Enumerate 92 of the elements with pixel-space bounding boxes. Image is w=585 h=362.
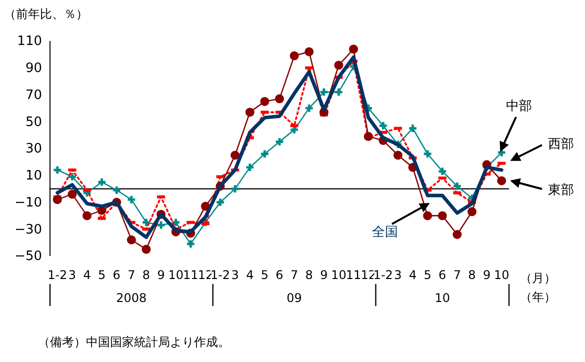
text: 全国 [372, 225, 398, 240]
text: 2008 [116, 291, 147, 305]
point [423, 211, 432, 220]
point [334, 60, 344, 70]
x-tick-label: 3 [394, 268, 402, 282]
point [409, 124, 416, 132]
point [142, 218, 150, 226]
x-tick-label: 10 [331, 268, 346, 282]
x-tick-label: 10 [494, 268, 510, 282]
point [379, 122, 387, 130]
x-tick-label: 6 [112, 268, 120, 282]
text: （備考）中国国家統計局より作成。 [38, 335, 230, 349]
x-tick-label: 8 [305, 268, 313, 282]
point [246, 164, 254, 171]
point [52, 195, 62, 204]
x-tick-label: 10 [168, 268, 184, 282]
point [305, 104, 313, 112]
x-tick-label: 5 [424, 268, 432, 282]
point [142, 244, 151, 254]
point [304, 47, 314, 56]
y-tick-label: 30 [25, 142, 42, 157]
point [186, 240, 194, 248]
point [216, 198, 224, 206]
x-tick-label: 8 [142, 268, 150, 282]
point [54, 166, 62, 174]
point [260, 96, 270, 106]
point [467, 207, 476, 216]
x-tick-label: 6 [438, 268, 446, 282]
text: 10 [434, 291, 450, 305]
point [335, 88, 342, 96]
x-tick-label: 7 [128, 268, 136, 282]
point [454, 182, 461, 190]
x-tick-label: 9 [320, 268, 328, 282]
text: 西部 [548, 137, 574, 152]
point [364, 132, 373, 141]
x-tick-label: 9 [482, 268, 491, 282]
x-tick-label: 1-2 [373, 268, 393, 282]
point [438, 168, 446, 176]
text: （月） [520, 271, 556, 285]
x-tick-label: 1-2 [48, 268, 68, 282]
point [497, 176, 506, 186]
point [231, 185, 239, 192]
y-tick-label: 70 [25, 88, 42, 103]
point [452, 230, 462, 239]
x-tick-label: 4 [408, 268, 417, 282]
point [230, 150, 240, 160]
point [290, 126, 298, 134]
y-tick-label: 90 [25, 61, 42, 76]
x-tick-label: 7 [290, 268, 298, 282]
x-tick-label: 3 [68, 268, 76, 282]
x-tick-label: 9 [157, 268, 165, 282]
point [98, 178, 106, 186]
point [112, 186, 120, 194]
text: 東部 [548, 183, 574, 198]
point [393, 150, 402, 160]
x-tick-label: 11 [346, 268, 362, 282]
text: （年） [520, 290, 556, 304]
point [245, 108, 254, 117]
point [82, 211, 92, 220]
y-axis-title: （前年比、％） [4, 7, 88, 21]
point [275, 94, 284, 104]
point [68, 190, 77, 199]
point [68, 173, 76, 180]
x-tick-label: 3 [231, 268, 239, 282]
point [276, 138, 284, 146]
x-tick-label: 4 [246, 268, 254, 282]
x-tick-label: 5 [98, 268, 106, 282]
point [320, 88, 328, 96]
text: 09 [286, 291, 302, 305]
point [290, 51, 299, 60]
point [349, 44, 358, 54]
x-tick-label: 7 [453, 268, 461, 282]
point [261, 150, 268, 158]
point [438, 211, 447, 220]
y-tick-label: −10 [14, 195, 42, 210]
x-tick-label: 5 [260, 268, 269, 282]
x-tick-label: 1-2 [210, 268, 230, 282]
point [126, 235, 136, 244]
point [424, 150, 432, 158]
y-tick-label: 110 [17, 34, 42, 50]
point [128, 196, 136, 204]
x-tick-label: 8 [468, 268, 476, 282]
point [157, 221, 165, 229]
x-tick-label: 4 [83, 268, 91, 282]
y-tick-label: 50 [25, 114, 42, 130]
y-tick-label: −50 [14, 249, 42, 264]
y-tick-label: 10 [25, 168, 42, 184]
y-tick-label: −30 [14, 222, 42, 238]
point [172, 218, 180, 226]
x-tick-label: 6 [276, 268, 284, 282]
x-tick-label: 11 [183, 268, 198, 282]
text: 中部 [506, 99, 532, 114]
